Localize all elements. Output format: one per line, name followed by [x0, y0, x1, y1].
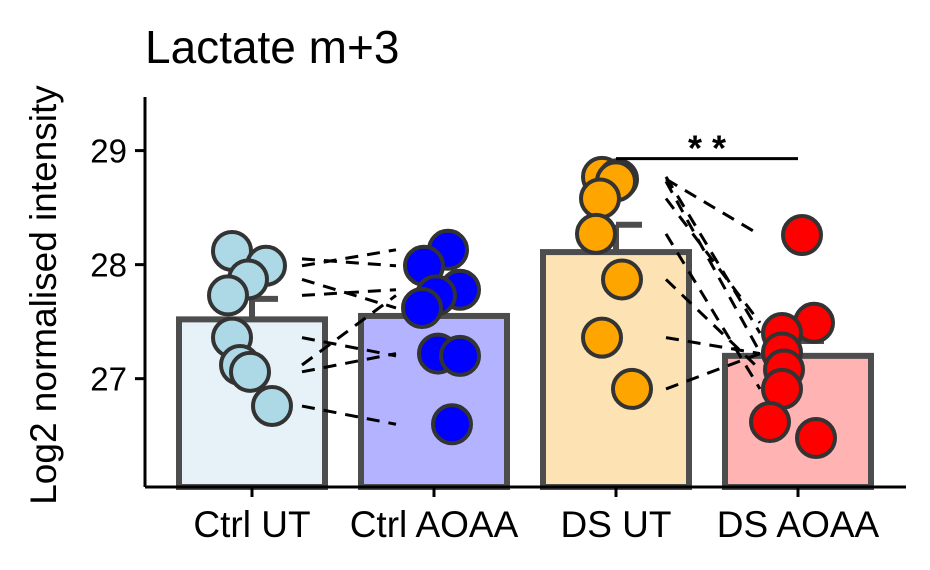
significance-label: * *: [688, 128, 726, 169]
error-bars-layer: [249, 221, 824, 356]
point-3-0: [781, 213, 823, 256]
point-1-7: [431, 403, 473, 446]
x-tick-label-0: Ctrl UT: [193, 504, 310, 545]
x-tick-label-3: DS AOAA: [717, 504, 880, 545]
point-3-6: [749, 401, 791, 443]
pair-line-0-3: [301, 257, 397, 268]
point-1-6: [439, 334, 481, 377]
pair-line-0-0: [301, 294, 397, 367]
pair-line-1-0: [665, 177, 761, 237]
significance-layer: * *: [616, 128, 798, 169]
y-tick-label-29: 29: [90, 133, 127, 170]
point-0-7: [251, 385, 293, 428]
pair-line-1-7: [665, 352, 761, 391]
point-2-4: [575, 212, 617, 255]
pair-line-1-5: [664, 176, 762, 334]
point-2-5: [601, 258, 643, 301]
pair-line-0-5: [301, 404, 397, 426]
axes-layer: 27 28 29 Ctrl UT Ctrl AOAA DS UT DS AOAA: [90, 97, 906, 545]
pair-line-1-6: [665, 336, 761, 356]
point-2-3: [579, 177, 621, 220]
x-tick-label-2: DS UT: [561, 504, 672, 545]
point-2-6: [581, 316, 623, 359]
pair-line-1-3: [664, 233, 762, 390]
point-0-3: [207, 274, 249, 317]
pair-line-1-1: [664, 180, 762, 354]
y-tick-label-27: 27: [90, 361, 127, 398]
point-2-7: [611, 367, 653, 410]
x-tick-label-1: Ctrl AOAA: [350, 504, 519, 545]
y-axis-label: Log2 normalised intensity: [23, 85, 64, 505]
point-3-7: [795, 416, 837, 459]
pair-line-0-4: [301, 248, 397, 268]
point-0-6: [229, 350, 271, 393]
y-tick-label-28: 28: [90, 247, 127, 284]
point-1-4: [401, 286, 443, 329]
pair-line-0-2: [301, 278, 397, 310]
paired-lines-layer: [301, 176, 762, 426]
pair-line-0-6: [301, 336, 397, 358]
points-layer: [207, 155, 837, 459]
pair-line-1-2: [664, 197, 762, 324]
pair-line-0-7: [301, 352, 397, 374]
chart-title: Lactate m+3: [145, 21, 399, 73]
